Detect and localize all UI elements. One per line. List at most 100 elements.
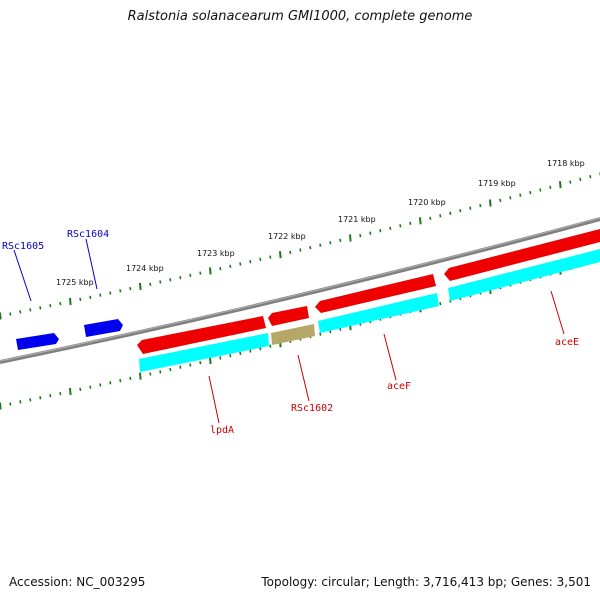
- genome-backbone-highlight: [0, 217, 600, 362]
- ruler-label-1725kbp: 1725 kbp: [56, 278, 94, 287]
- upper-ruler-tick: [519, 193, 522, 197]
- upper-ruler-tick: [489, 199, 492, 207]
- upper-ruler-tick: [569, 180, 572, 184]
- lower-ruler-tick: [129, 376, 132, 381]
- upper-ruler-tick: [69, 297, 72, 306]
- gene-label-rsc1604: RSc1604: [67, 229, 109, 240]
- upper-ruler-tick: [109, 291, 112, 295]
- upper-ruler-tick: [269, 255, 272, 259]
- upper-ruler-tick: [19, 310, 22, 314]
- leader-line-acee: [550, 290, 565, 335]
- lower-ruler-tick: [39, 396, 42, 400]
- upper-ruler-tick: [89, 295, 92, 299]
- lower-ruler-tick: [79, 387, 82, 391]
- genome-summary-text: Topology: circular; Length: 3,716,413 bp…: [261, 575, 591, 589]
- upper-ruler-tick: [319, 243, 322, 247]
- upper-ruler-tick: [329, 241, 332, 245]
- gene-arrow-lpda[interactable]: [137, 316, 266, 354]
- lower-ruler-tick: [149, 372, 152, 376]
- gene-arrow-rsc1602-top[interactable]: [268, 306, 309, 326]
- lower-ruler-tick: [439, 301, 442, 306]
- upper-ruler-tick: [149, 282, 152, 286]
- cds-bar-acef[interactable]: [318, 293, 439, 333]
- lower-ruler-tick: [19, 400, 22, 404]
- upper-ruler-tick: [39, 306, 42, 310]
- upper-ruler-tick: [369, 231, 372, 235]
- upper-ruler-tick: [49, 304, 52, 308]
- lower-ruler-tick: [29, 398, 32, 402]
- lower-ruler-tick: [49, 394, 52, 398]
- upper-ruler-tick: [469, 206, 472, 210]
- upper-ruler-tick: [389, 226, 392, 230]
- lower-ruler-tick: [239, 351, 242, 356]
- gene-arrow-acee[interactable]: [444, 229, 600, 281]
- lower-ruler-tick: [159, 370, 162, 374]
- upper-ruler-tick: [179, 275, 182, 280]
- upper-ruler-tick: [279, 251, 282, 259]
- lower-ruler-tick: [0, 402, 2, 410]
- upper-ruler-tick: [0, 312, 2, 320]
- feature-bar-rsc1602[interactable]: [271, 324, 315, 345]
- cds-bar-acee[interactable]: [448, 249, 600, 301]
- upper-ruler-tick: [559, 181, 562, 189]
- upper-ruler-tick: [129, 286, 132, 291]
- genome-backbone: [0, 217, 600, 364]
- ruler-label-1724kbp: 1724 kbp: [126, 264, 164, 273]
- lower-ruler-tick: [209, 356, 212, 364]
- lower-ruler-tick: [89, 385, 92, 389]
- upper-ruler-tick: [449, 211, 452, 215]
- ruler-label-1723kbp: 1723 kbp: [197, 249, 235, 258]
- upper-ruler-tick: [159, 280, 162, 284]
- upper-ruler-tick: [29, 308, 32, 312]
- upper-ruler-tick: [59, 301, 62, 306]
- upper-ruler-tick: [429, 216, 432, 220]
- upper-ruler-tick: [459, 209, 462, 213]
- upper-ruler-tick: [509, 196, 512, 200]
- lower-ruler-tick: [169, 367, 172, 372]
- lower-ruler-tick: [69, 387, 72, 395]
- lower-ruler-tick: [109, 381, 112, 385]
- upper-ruler-tick: [339, 238, 342, 243]
- upper-tick-track: [0, 172, 600, 320]
- cds-bar-lpda[interactable]: [139, 333, 269, 372]
- gene-label-acef: aceF: [387, 381, 411, 392]
- upper-ruler-tick: [239, 262, 242, 266]
- upper-ruler-tick: [499, 198, 502, 203]
- upper-ruler-tick: [209, 267, 212, 275]
- lower-ruler-tick: [199, 361, 202, 365]
- gene-label-acee: aceE: [555, 337, 579, 348]
- lower-ruler-tick: [229, 354, 232, 358]
- upper-ruler-tick: [579, 177, 582, 182]
- gene-arrow-acef[interactable]: [315, 274, 436, 313]
- gene-label-rsc1602: RSc1602: [291, 403, 333, 414]
- gene-label-lpda: lpdA: [210, 425, 234, 436]
- gene-arrow-rsc1605[interactable]: [16, 333, 59, 350]
- ruler-label-1722kbp: 1722 kbp: [268, 232, 306, 241]
- gene-arrow-rsc1604[interactable]: [84, 319, 123, 337]
- upper-ruler-tick: [139, 282, 142, 290]
- lower-ruler-tick: [249, 349, 252, 353]
- upper-ruler-tick: [199, 271, 202, 275]
- upper-ruler-tick: [309, 245, 312, 250]
- ruler-label-1720kbp: 1720 kbp: [408, 198, 446, 207]
- upper-ruler-tick: [99, 293, 102, 297]
- upper-ruler-tick: [399, 224, 402, 228]
- lower-ruler-tick: [189, 363, 192, 367]
- upper-ruler-tick: [359, 233, 362, 238]
- upper-ruler-tick: [349, 234, 352, 242]
- lower-ruler-tick: [269, 344, 272, 348]
- upper-ruler-tick: [589, 175, 592, 179]
- leader-line-acef: [383, 333, 397, 381]
- upper-ruler-tick: [289, 250, 292, 255]
- upper-ruler-tick: [539, 188, 542, 192]
- accession-text: Accession: NC_003295: [9, 575, 146, 589]
- upper-ruler-tick: [189, 273, 192, 278]
- lower-ruler-tick: [59, 391, 62, 396]
- upper-ruler-tick: [479, 203, 482, 208]
- lower-ruler-tick: [99, 383, 102, 387]
- upper-ruler-tick: [439, 214, 442, 218]
- lower-ruler-tick: [139, 372, 142, 380]
- ruler-label-1718kbp: 1718 kbp: [547, 159, 585, 168]
- leader-line-rsc1602: [297, 354, 310, 402]
